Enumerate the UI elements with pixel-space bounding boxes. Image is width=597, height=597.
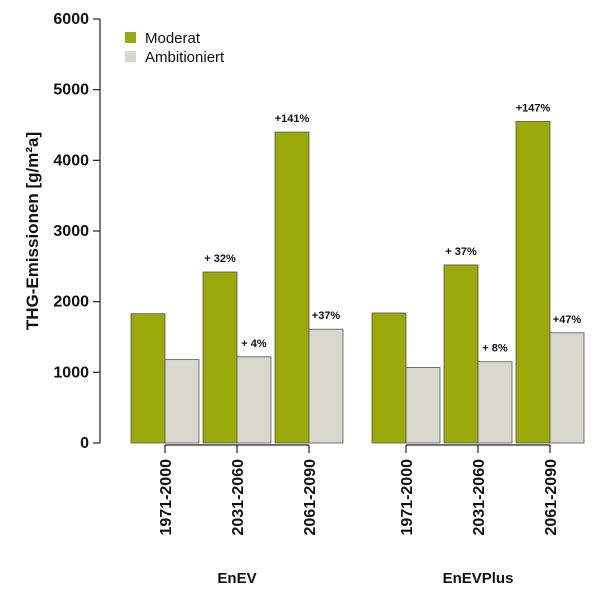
data-label-moderat: + 32% <box>204 253 236 265</box>
legend-label: Ambitioniert <box>145 49 225 66</box>
legend-swatch <box>125 32 136 43</box>
bar-moderat <box>443 264 479 444</box>
data-label-moderat: +147% <box>516 102 551 114</box>
bar-ambitioniert <box>308 328 344 444</box>
y-axis-label: THG-Emissionen [g/m²a] <box>23 132 42 330</box>
data-label-ambitioniert: + 4% <box>241 338 267 350</box>
bar-moderat <box>515 121 551 444</box>
bar-ambitioniert <box>405 366 441 444</box>
y-tick-label: 6000 <box>53 11 89 28</box>
data-label-moderat: +141% <box>275 113 310 125</box>
x-tick-label: 2031-2060 <box>230 459 247 536</box>
bar-moderat <box>130 313 166 444</box>
legend-label: Moderat <box>145 30 201 47</box>
y-tick-label: 5000 <box>53 82 89 99</box>
x-tick-label: 2031-2060 <box>471 459 488 536</box>
bar-moderat <box>274 131 310 444</box>
y-tick-label: 1000 <box>53 364 89 381</box>
data-label-ambitioniert: +47% <box>553 314 582 326</box>
group-label: EnEVPlus <box>443 570 514 587</box>
bar-ambitioniert <box>549 332 585 444</box>
x-tick-label: 2061-2090 <box>302 459 319 536</box>
bar-ambitioniert <box>477 361 513 444</box>
bar-moderat <box>371 312 407 444</box>
data-label-ambitioniert: + 8% <box>482 343 508 355</box>
y-tick-label: 4000 <box>53 152 89 169</box>
legend-swatch <box>125 51 136 62</box>
x-tick-label: 1971-2000 <box>158 459 175 536</box>
data-label-ambitioniert: +37% <box>312 310 341 322</box>
y-tick-label: 0 <box>80 435 89 452</box>
bar-ambitioniert <box>164 359 200 444</box>
y-tick-label: 3000 <box>53 223 89 240</box>
bar-moderat <box>202 271 238 444</box>
legend: Moderat Ambitioniert <box>125 30 225 66</box>
x-tick-label: 1971-2000 <box>399 459 416 536</box>
data-label-moderat: + 37% <box>445 246 477 258</box>
bar-ambitioniert <box>236 356 272 444</box>
plot-area: 0 1000 2000 3000 4000 5000 6000 1971-2000 + 32% +… <box>53 11 585 587</box>
group-label: EnEV <box>217 570 256 587</box>
x-tick-label: 2061-2090 <box>543 459 560 536</box>
y-tick-label: 2000 <box>53 294 89 311</box>
